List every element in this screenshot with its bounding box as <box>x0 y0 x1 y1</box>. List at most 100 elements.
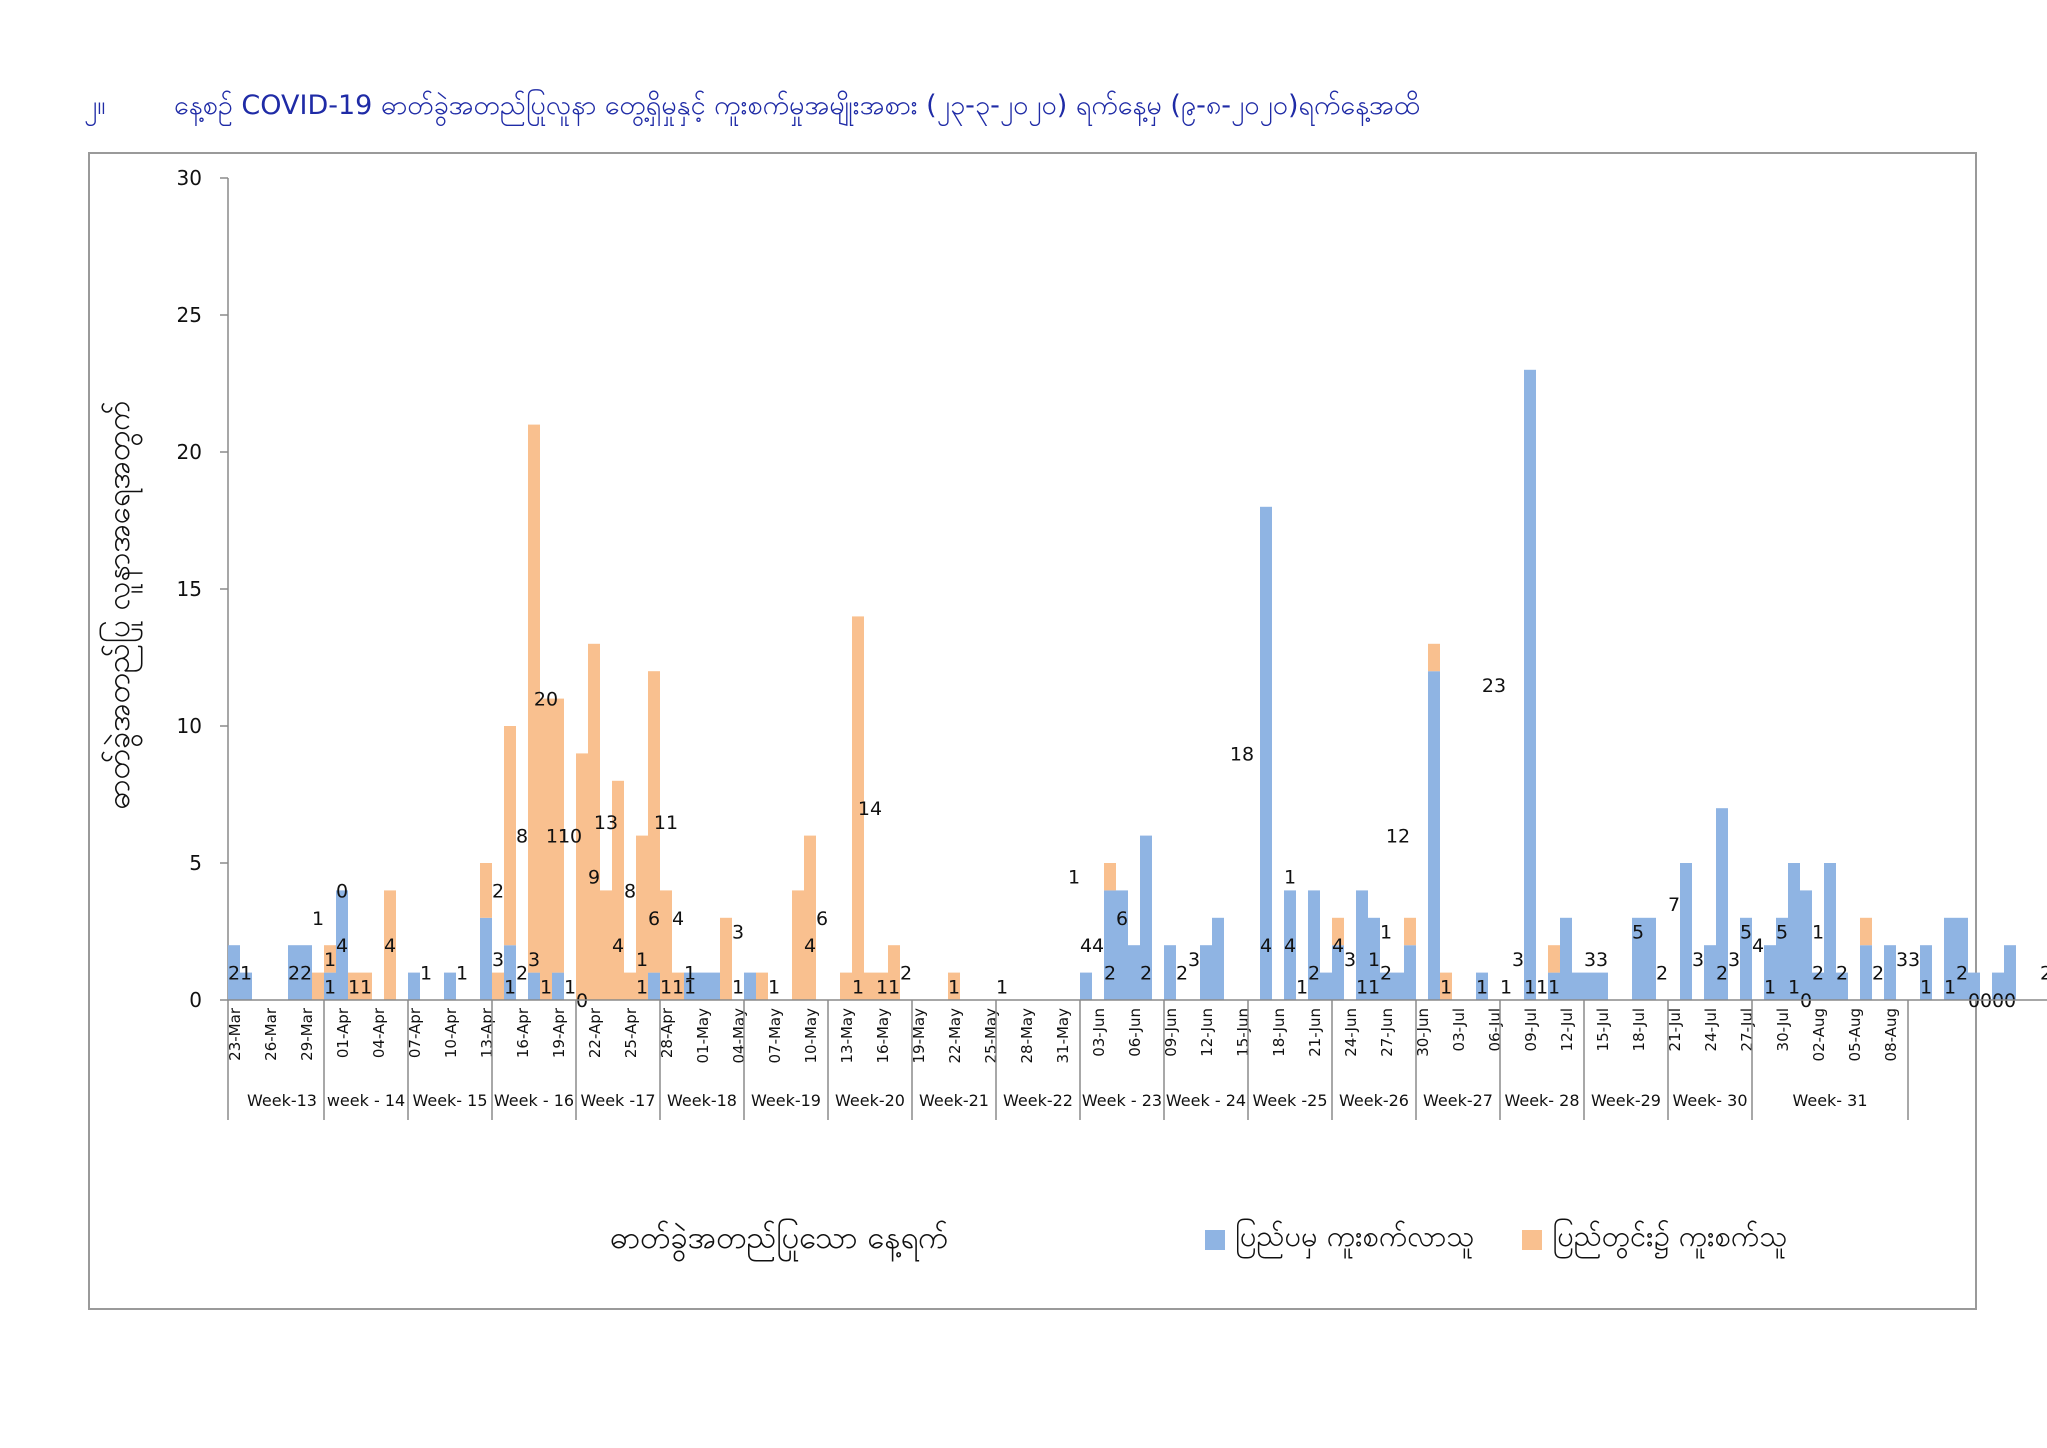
bar-imported <box>1776 917 1788 1000</box>
x-tick-label: 18-Jul <box>1630 1008 1648 1051</box>
bar-data-label: 3 <box>1512 949 1524 971</box>
bar-local <box>1428 643 1440 672</box>
bar-data-label: 2 <box>1140 963 1152 985</box>
bar-data-label: 1 <box>852 976 864 998</box>
x-tick-label: 09-Jun <box>1162 1008 1180 1057</box>
bar-data-label: 1 <box>420 963 432 985</box>
y-tick-label: 20 <box>177 440 202 464</box>
bar-data-label: 4 <box>672 908 684 930</box>
bar-imported <box>1788 863 1800 1000</box>
bar-imported <box>1956 917 1968 1000</box>
week-label: Week- 30 <box>1672 1091 1747 1110</box>
bar-local <box>852 616 864 1000</box>
y-tick-label: 10 <box>177 714 202 738</box>
bar-local <box>864 972 876 1000</box>
y-tick-label: 5 <box>189 851 202 875</box>
bar-local <box>600 890 612 1000</box>
x-tick-label: 13-Apr <box>478 1007 496 1058</box>
bar-imported <box>1392 972 1404 1000</box>
title-number: ၂။ <box>84 90 106 121</box>
bar-data-label: 8 <box>624 880 636 902</box>
bar-imported <box>1560 917 1572 1000</box>
bar-local <box>588 643 600 1000</box>
bar-data-label: 2 <box>1956 963 1968 985</box>
bar-imported <box>1860 945 1872 1000</box>
bar-local <box>1104 863 1116 891</box>
bar-data-label: 1 <box>456 963 468 985</box>
bar-imported <box>1920 945 1932 1000</box>
x-tick-label: 21-Jul <box>1666 1008 1684 1051</box>
bar-data-label: 1 <box>1788 976 1800 998</box>
bar-data-label: 2 <box>492 880 504 902</box>
bar-data-label: 1 <box>636 976 648 998</box>
legend-label-imported: ပြည်ပမှ ကူးစက်လာသူ <box>1235 1219 1475 1253</box>
bar-imported <box>480 917 492 1000</box>
bar-imported <box>1476 972 1488 1000</box>
bar-imported <box>696 972 708 1000</box>
x-tick-label: 18-Jun <box>1270 1008 1288 1057</box>
bar-local <box>324 945 336 973</box>
bar-local <box>552 698 564 973</box>
bar-data-label: 1 <box>504 976 516 998</box>
bar-data-label: 3 <box>1584 949 1596 971</box>
bar-imported <box>1824 863 1836 1000</box>
bar-imported <box>228 945 240 1000</box>
bar-imported <box>336 890 348 1000</box>
legend-swatch-local <box>1522 1229 1543 1250</box>
bar-local <box>576 753 588 1000</box>
week-label: Week -17 <box>580 1091 655 1110</box>
x-tick-label: 16-May <box>874 1008 892 1064</box>
week-label: Week- 31 <box>1792 1091 1867 1110</box>
x-tick-label: 29-Mar <box>298 1007 316 1061</box>
x-tick-label: 02-Aug <box>1810 1008 1828 1061</box>
x-tick-label: 27-Jun <box>1378 1008 1396 1057</box>
bar-local <box>312 972 324 1000</box>
bar-data-label: 0 <box>1980 990 1992 1012</box>
bar-data-label: 0 <box>576 990 588 1012</box>
page-title: ၂။ နေ့စဉ် COVID-19 ဓာတ်ခွဲအတည်ပြုလူနာ တွေ… <box>84 88 2004 128</box>
bar-data-label: 11 <box>654 812 678 834</box>
x-tick-label: 04-Apr <box>370 1007 388 1058</box>
bar-data-label: 4 <box>1284 935 1296 957</box>
x-tick-label: 13-May <box>838 1008 856 1064</box>
bar-local <box>540 698 552 1000</box>
bar-imported <box>1764 945 1776 1000</box>
bar-imported <box>1596 972 1608 1000</box>
bar-data-label: 1 <box>1764 976 1776 998</box>
week-label: Week-26 <box>1339 1091 1409 1110</box>
bar-imported <box>1260 506 1272 1000</box>
bar-local <box>876 972 888 1000</box>
bar-data-label: 1 <box>324 949 336 971</box>
bar-data-label: 18 <box>1230 743 1254 765</box>
bar-imported <box>744 972 756 1000</box>
week-label: Week - 23 <box>1082 1091 1162 1110</box>
bar-data-label: 4 <box>1092 935 1104 957</box>
x-tick-label: 22-May <box>946 1008 964 1064</box>
bar-imported <box>1116 890 1128 1000</box>
bar-data-label: 7 <box>1668 894 1680 916</box>
x-tick-label: 07-Apr <box>406 1007 424 1058</box>
bar-data-label: 1 <box>1476 976 1488 998</box>
bar-imported <box>1080 972 1092 1000</box>
y-axis-label: ဓာတ်ခွဲအတည်ပြု လူနာအရေအတွက် <box>101 400 137 810</box>
bar-imported <box>1740 917 1752 1000</box>
week-label: Week - 24 <box>1166 1091 1246 1110</box>
bar-imported <box>1308 890 1320 1000</box>
bar-data-label: 1 <box>732 976 744 998</box>
bar-local <box>840 972 852 1000</box>
bar-imported <box>528 972 540 1000</box>
bar-data-label: 1 <box>636 949 648 971</box>
x-tick-label: 24-Jun <box>1342 1008 1360 1057</box>
bar-imported <box>1884 945 1896 1000</box>
bar-local <box>636 835 648 1000</box>
y-tick-label: 25 <box>177 303 202 327</box>
bar-imported <box>1572 972 1584 1000</box>
bar-local <box>480 863 492 918</box>
x-tick-label: 09-Jul <box>1522 1008 1540 1051</box>
bar-data-label: 23 <box>1482 675 1506 697</box>
bar-local <box>360 972 372 1000</box>
week-label: Week- 15 <box>412 1091 487 1110</box>
x-tick-label: 12-Jun <box>1198 1008 1216 1057</box>
bar-data-label: 3 <box>1188 949 1200 971</box>
y-tick-label: 30 <box>177 166 202 190</box>
